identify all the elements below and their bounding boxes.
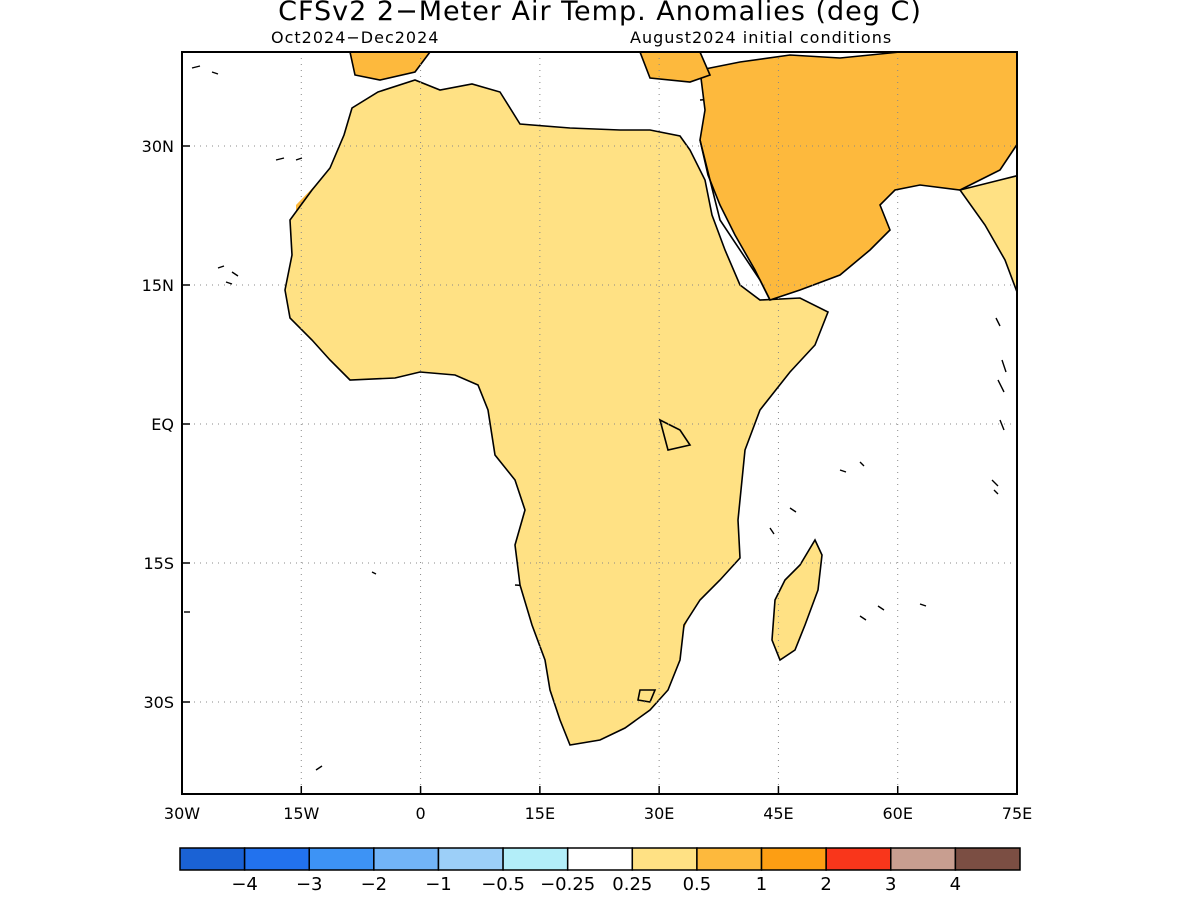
colorbar-swatch (502, 847, 569, 871)
colorbar-label: 0.5 (683, 874, 712, 895)
colorbar-swatch (179, 847, 246, 871)
colorbar-label: 0.25 (612, 874, 652, 895)
colorbar-swatch (373, 847, 440, 871)
colorbar-label: −4 (231, 874, 258, 895)
colorbar-label: 4 (950, 874, 961, 895)
lat-tick-label: 15S (143, 554, 174, 573)
map-title: CFSv2 2−Meter Air Temp. Anomalies (deg C… (278, 0, 922, 27)
lon-tick-label: 75E (1002, 804, 1032, 823)
lat-tick-label: 30S (143, 693, 174, 712)
colorbar-label: 1 (756, 874, 767, 895)
initial-conditions: August2024 initial conditions (630, 28, 893, 47)
colorbar-swatch (308, 847, 375, 871)
colorbar-swatch (890, 847, 957, 871)
colorbar-swatch (696, 847, 763, 871)
map-content (184, 52, 1017, 771)
colorbar-swatch (437, 847, 504, 871)
lon-tick-label: 45E (763, 804, 793, 823)
forecast-period: Oct2024−Dec2024 (271, 28, 440, 47)
lon-tick-label: 30E (644, 804, 674, 823)
colorbar-swatch (954, 847, 1021, 871)
lon-tick-label: 60E (882, 804, 912, 823)
colorbar-swatch (631, 847, 698, 871)
colorbar-label: 2 (820, 874, 831, 895)
colorbar-swatch (243, 847, 310, 871)
colorbar: −4 −3 −2 −1 −0.5 −0.25 0.25 0.5 1 2 3 4 (179, 847, 1021, 895)
lon-tick-label: 30W (164, 804, 200, 823)
grid-lines (182, 52, 1017, 794)
lon-tick-label: 0 (415, 804, 425, 823)
map-frame (181, 51, 1018, 795)
colorbar-label: −2 (361, 874, 388, 895)
colorbar-label: −1 (425, 874, 452, 895)
colorbar-swatch (566, 847, 634, 871)
lon-tick-label: 15W (283, 804, 319, 823)
colorbar-label: −0.5 (481, 874, 525, 895)
lat-tick-label: 30N (142, 137, 174, 156)
small-islands (184, 65, 1007, 771)
coastlines (284, 52, 1017, 746)
map-axes: 30W 15W 0 15E 30E 45E 60E 75E 30N 15N EQ 15S 30S (142, 137, 1033, 823)
colorbar-label: −3 (296, 874, 323, 895)
colorbar-swatch (825, 847, 892, 871)
lat-tick-label: EQ (151, 415, 174, 434)
lon-tick-label: 15E (525, 804, 555, 823)
colorbar-swatch (760, 847, 827, 871)
lat-tick-label: 15N (142, 276, 174, 295)
colorbar-label: 3 (885, 874, 896, 895)
colorbar-label: −0.25 (540, 874, 595, 895)
